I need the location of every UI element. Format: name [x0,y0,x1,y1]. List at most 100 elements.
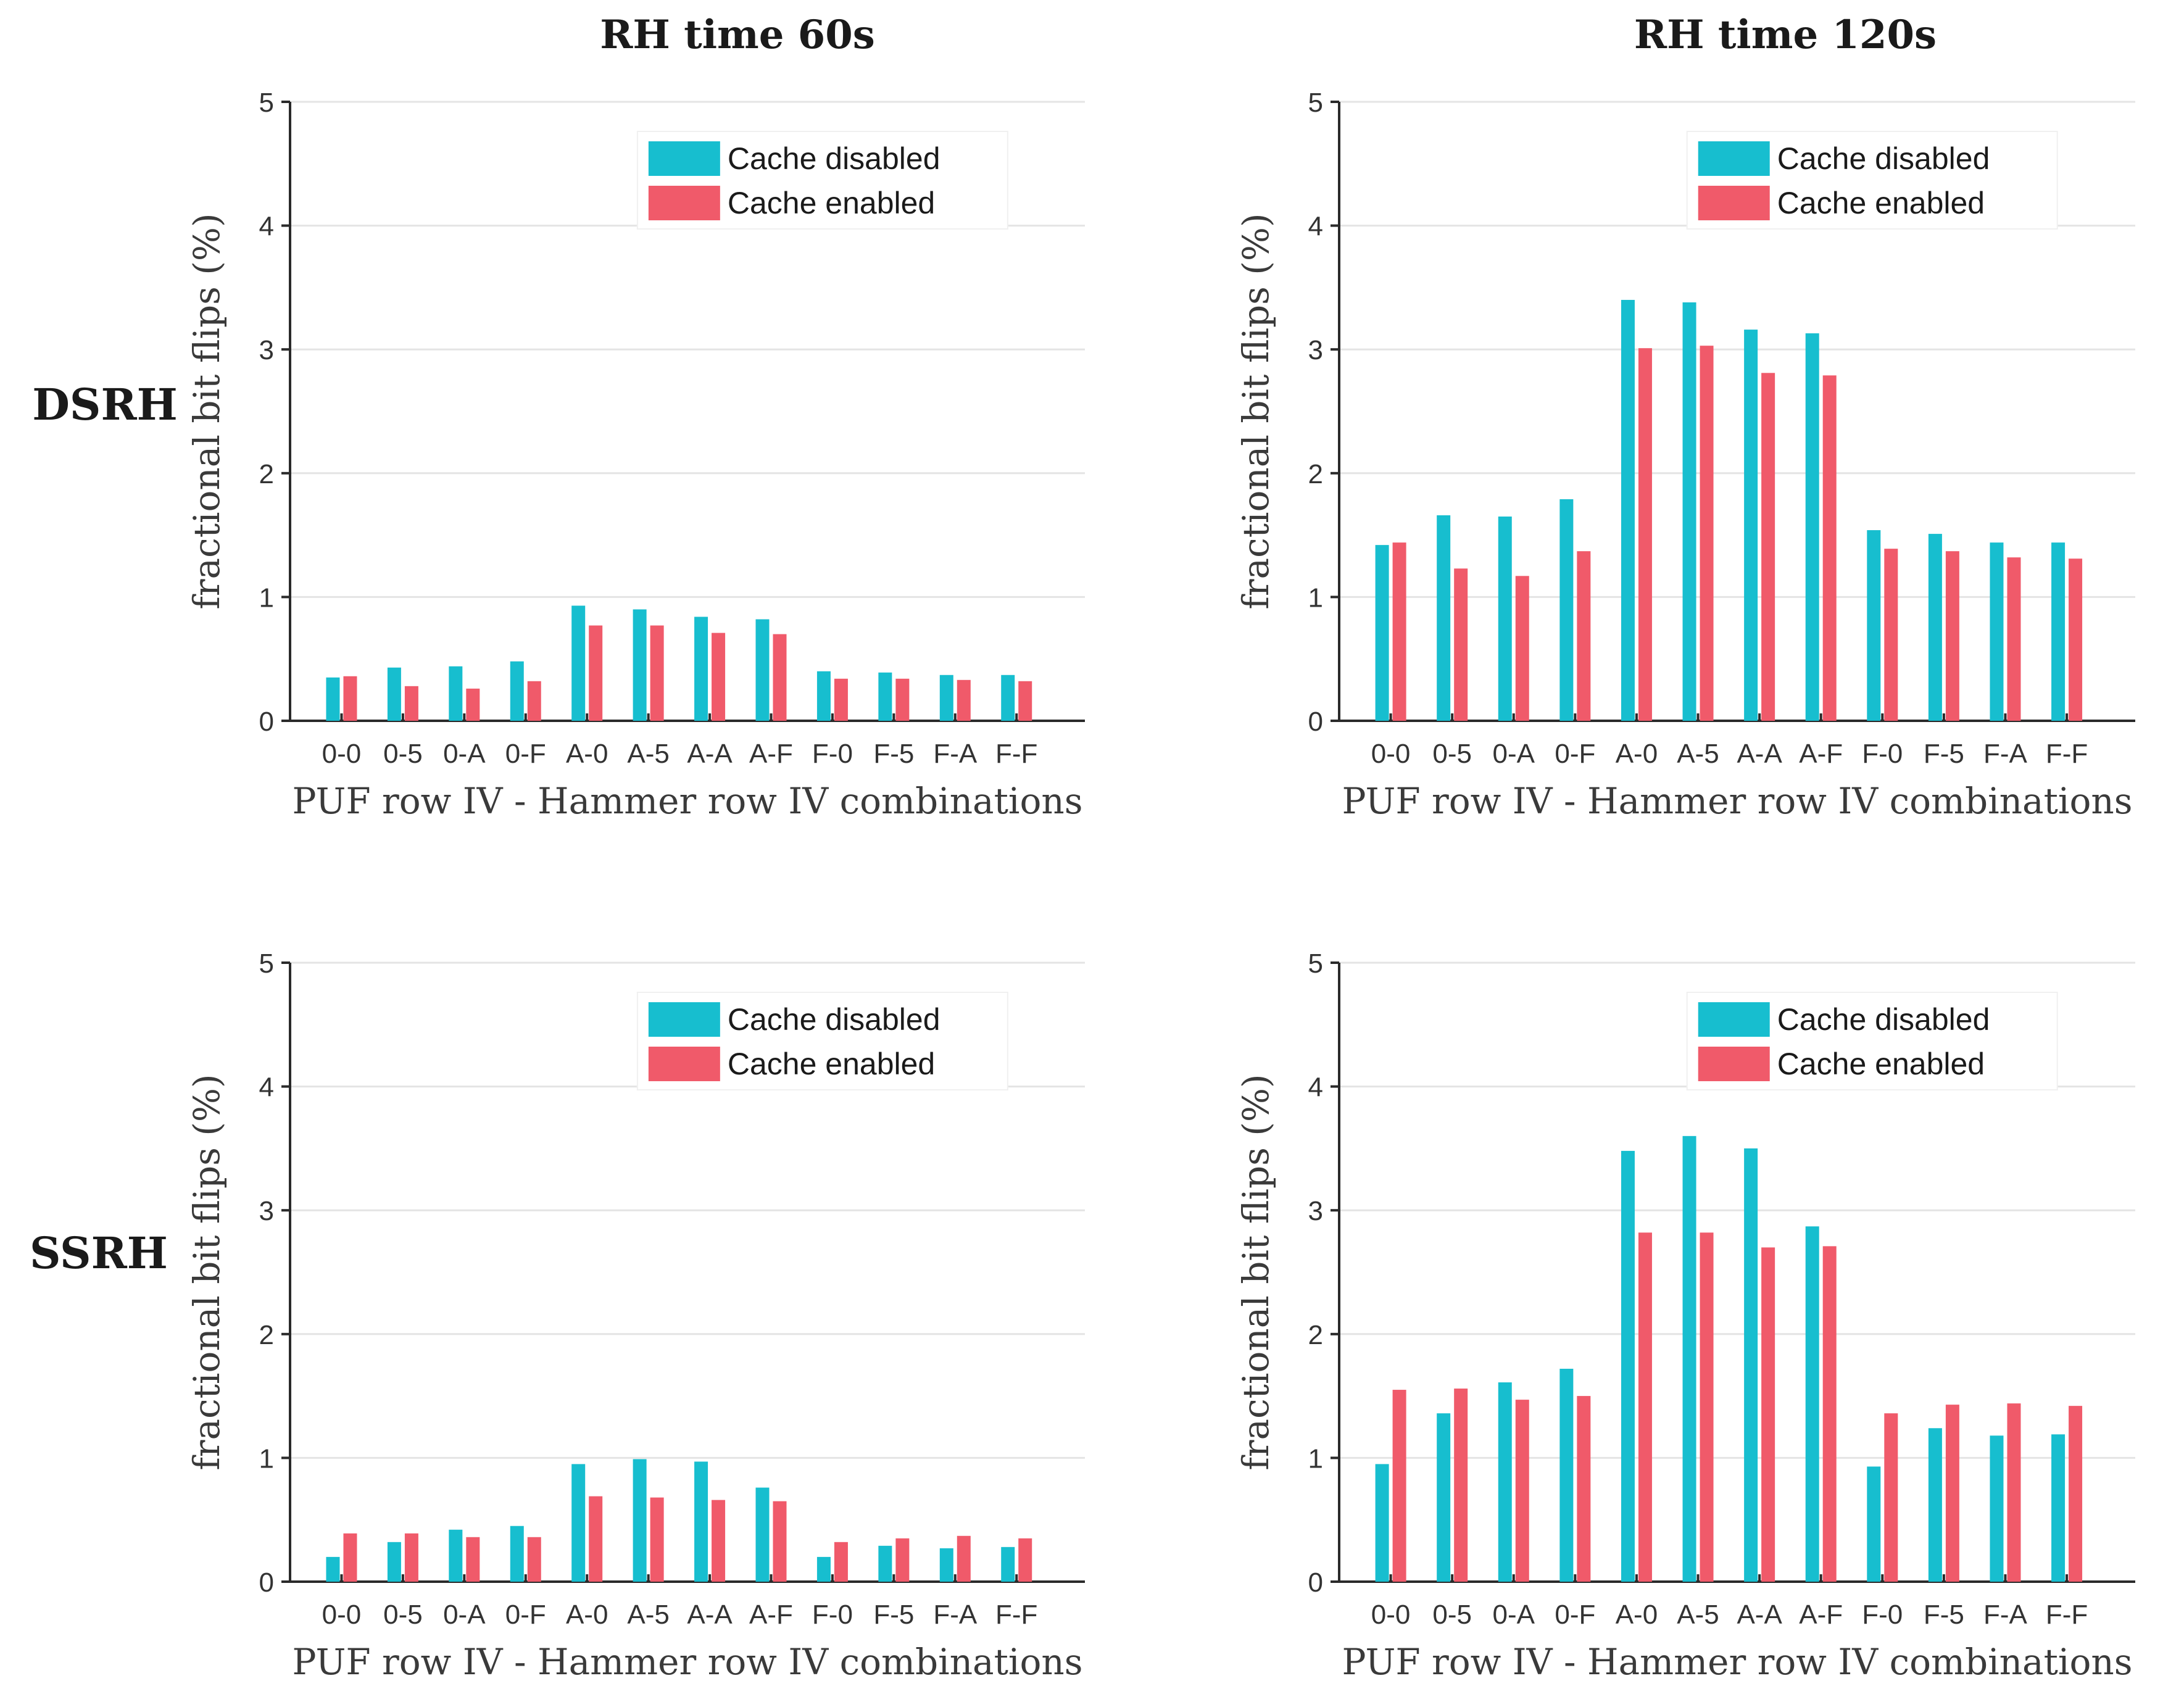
y-tick-label: 5 [259,88,274,118]
y-tick-label: 4 [259,1073,274,1103]
x-tick-label: A-A [687,739,733,769]
bar-cache-disabled-F-5 [1928,534,1942,721]
bar-cache-enabled-0-A [466,1537,480,1582]
bar-cache-enabled-0-0 [343,1533,357,1582]
legend-label-cache-enabled: Cache enabled [1777,186,1985,220]
bar-cache-enabled-0-5 [404,1533,418,1582]
x-tick-label: 0-A [1493,1600,1535,1630]
bar-cache-disabled-F-F [1001,1547,1015,1582]
bar-cache-enabled-A-0 [589,625,603,721]
bar-cache-enabled-A-A [1761,1247,1775,1582]
y-axis-label: fractional bit flips (%) [186,213,228,609]
legend-label-cache-enabled: Cache enabled [728,186,935,220]
bar-cache-disabled-0-0 [1375,1464,1389,1582]
x-tick-label: F-0 [1862,739,1903,769]
y-tick-label: 5 [259,949,274,979]
y-tick-label: 0 [259,1567,274,1598]
bar-cache-enabled-A-A [712,1500,726,1582]
bar-cache-enabled-F-F [2069,1406,2083,1582]
bar-cache-enabled-F-A [957,1535,971,1582]
bar-cache-enabled-A-5 [650,625,664,721]
bar-cache-disabled-0-5 [387,667,401,721]
y-tick-label: 2 [1308,1320,1323,1350]
bar-cache-enabled-0-F [527,1537,541,1582]
bar-cache-enabled-A-0 [1638,1232,1652,1582]
bar-cache-enabled-A-0 [1638,348,1652,721]
x-tick-label: 0-0 [322,1600,362,1630]
bar-cache-disabled-0-F [1559,499,1574,721]
bar-cache-disabled-F-5 [878,1545,892,1582]
y-tick-label: 3 [1308,1196,1323,1226]
x-tick-label: F-0 [812,739,853,769]
bar-cache-enabled-F-A [957,679,971,721]
legend-swatch-cache-enabled [1698,1047,1770,1081]
bar-cache-enabled-F-0 [1884,1413,1898,1582]
legend-label-cache-disabled: Cache disabled [728,1002,940,1037]
bar-cache-enabled-F-A [2007,1403,2021,1582]
x-tick-label: F-A [933,739,978,769]
bar-cache-enabled-F-0 [834,678,848,721]
bar-cache-disabled-A-0 [1621,299,1635,721]
legend: Cache disabled Cache enabled [636,992,1008,1090]
x-tick-label: 0-F [1555,739,1595,769]
x-tick-label: F-A [1983,739,2028,769]
bar-cache-enabled-A-F [1822,1246,1837,1582]
bar-cache-disabled-0-5 [1437,515,1451,721]
bar-cache-enabled-A-F [773,1501,787,1582]
bar-cache-disabled-F-A [939,675,953,721]
bar-cache-enabled-A-A [1761,373,1775,721]
bar-cache-disabled-A-A [1744,330,1758,721]
bar-cache-disabled-A-F [1805,333,1819,721]
bar-cache-enabled-F-5 [1945,1405,1959,1582]
legend-swatch-cache-disabled [1698,141,1770,176]
x-tick-label: 0-F [1555,1600,1595,1630]
bar-cache-disabled-F-F [2051,1434,2066,1582]
bar-cache-enabled-0-A [1515,576,1529,721]
bar-cache-enabled-0-F [527,681,541,721]
y-tick-label: 4 [1308,1073,1323,1103]
y-tick-label: 2 [1308,459,1323,489]
legend-label-cache-disabled: Cache disabled [1777,141,1990,176]
bar-cache-disabled-0-5 [387,1542,401,1582]
x-axis-label: PUF row IV - Hammer row IV combinations [292,1641,1082,1683]
bar-cache-disabled-0-F [1559,1368,1574,1582]
y-tick-label: 3 [1308,335,1323,365]
bar-cache-disabled-F-F [2051,542,2066,721]
bar-cache-enabled-F-F [2069,558,2083,721]
x-tick-label: A-F [1799,739,1843,769]
bar-cache-disabled-F-0 [1867,1466,1881,1582]
x-axis-label: PUF row IV - Hammer row IV combinations [1342,1641,2132,1683]
y-axis-label: fractional bit flips (%) [1235,1074,1277,1470]
x-tick-label: F-5 [1924,1600,1964,1630]
x-tick-label: A-A [687,1600,733,1630]
x-tick-label: 0-5 [383,739,423,769]
legend: Cache disabled Cache enabled [636,131,1008,230]
x-tick-label: A-5 [627,1600,669,1630]
bar-cache-enabled-0-0 [1392,1390,1406,1582]
legend-label-cache-enabled: Cache enabled [728,1047,935,1081]
x-tick-label: A-F [749,1600,793,1630]
legend-label-cache-disabled: Cache disabled [1777,1002,1990,1037]
bar-cache-disabled-A-F [1805,1226,1819,1582]
y-tick-label: 2 [259,1320,274,1350]
bar-cache-disabled-0-0 [1375,545,1389,721]
bar-cache-enabled-F-5 [895,678,910,721]
x-tick-label: 0-5 [1432,739,1472,769]
legend-swatch-cache-enabled [1698,186,1770,220]
legend-swatch-cache-enabled [648,186,720,220]
bar-cache-enabled-F-F [1018,1538,1032,1582]
x-tick-label: 0-A [443,1600,486,1630]
y-tick-label: 1 [259,1443,274,1474]
x-tick-label: F-F [2046,739,2088,769]
x-tick-label: A-0 [1616,1600,1658,1630]
legend-swatch-cache-disabled [648,1002,720,1037]
y-tick-label: 1 [1308,583,1323,613]
x-tick-label: 0-0 [1371,1600,1411,1630]
column-title-120s: RH time 120s [1634,12,1937,58]
x-tick-label: 0-0 [322,739,362,769]
y-axis-label: fractional bit flips (%) [186,1074,228,1470]
legend: Cache disabled Cache enabled [1686,992,2058,1090]
x-tick-label: F-5 [1924,739,1964,769]
x-tick-label: 0-A [1493,739,1535,769]
